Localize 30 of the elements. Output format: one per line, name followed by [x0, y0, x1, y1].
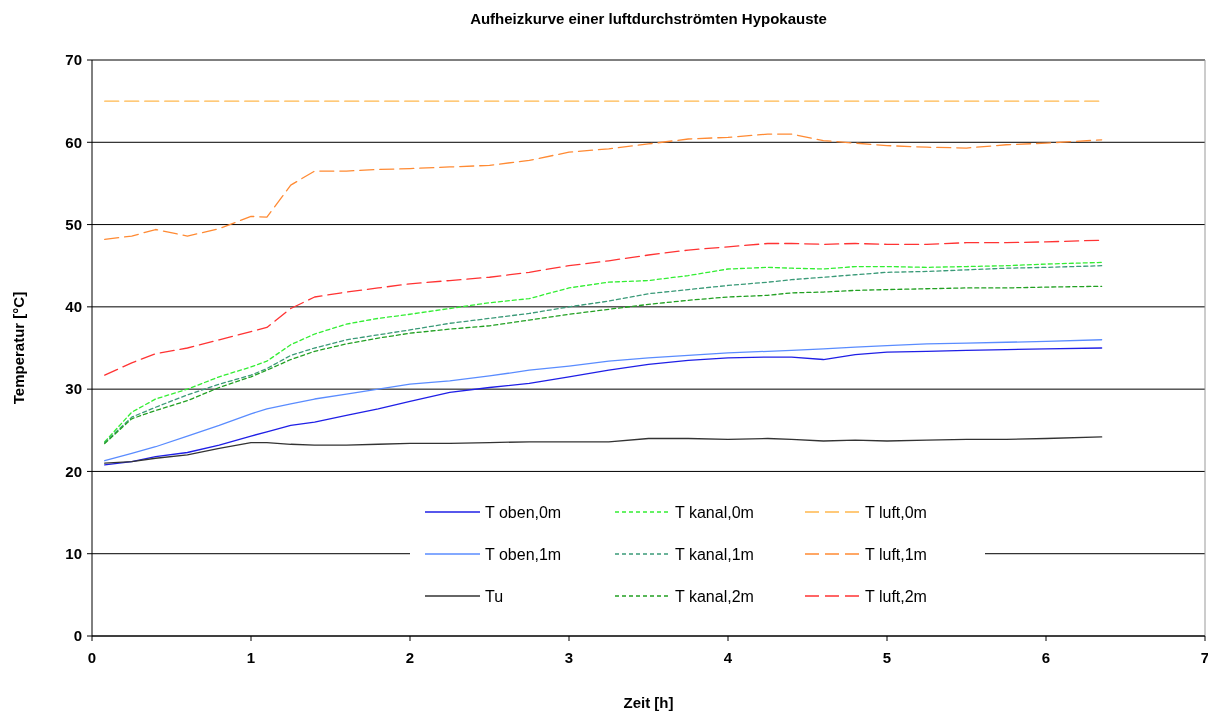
line-series [104, 133, 1103, 241]
chart-title: Aufheizkurve einer luftdurchströmten Hypokauste [470, 10, 827, 27]
legend-label: T kanal,1m [675, 545, 754, 563]
x-tick-label: 7 [1200, 649, 1208, 666]
legend-label: T oben,1m [485, 545, 562, 563]
y-tick-label: 30 [65, 380, 82, 398]
x-axis-title: Zeit [h] [623, 694, 674, 711]
x-tick-label: 2 [405, 649, 415, 666]
y-tick-label: 0 [73, 627, 82, 645]
x-tick-label: 5 [882, 649, 892, 666]
legend-label: T luft,0m [865, 503, 927, 521]
x-tick-label: 4 [723, 649, 733, 666]
y-tick-label: 60 [65, 133, 82, 151]
y-tick-label: 50 [65, 215, 82, 233]
legend-label: T oben,0m [485, 503, 562, 521]
y-tick-label: 70 [65, 51, 82, 69]
y-axis-title: Temperatur [°C] [10, 291, 27, 405]
legend-label: T luft,1m [865, 545, 927, 563]
x-tick-label: 6 [1041, 649, 1051, 666]
legend-label: T kanal,0m [675, 503, 754, 521]
x-tick-label: 1 [246, 649, 256, 666]
y-tick-label: 40 [65, 298, 82, 316]
legend-label: T kanal,2m [675, 587, 754, 605]
y-tick-label: 10 [65, 544, 82, 562]
line-series [104, 436, 1103, 464]
legend-label: T luft,2m [865, 587, 927, 605]
x-tick-label: 3 [564, 649, 574, 666]
legend-label: Tu [485, 587, 504, 605]
x-tick-label: 0 [87, 649, 97, 666]
y-tick-label: 20 [65, 462, 82, 480]
